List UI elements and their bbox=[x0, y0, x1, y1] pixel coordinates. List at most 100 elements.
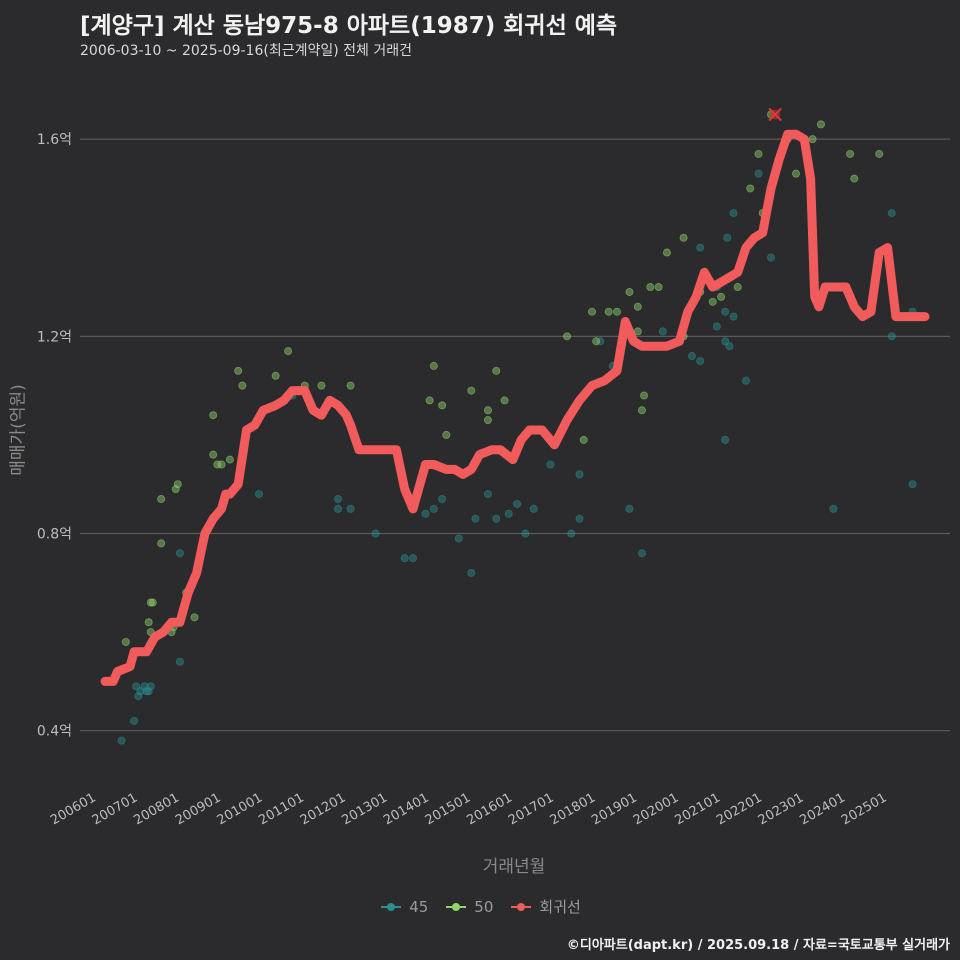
point-50 bbox=[346, 381, 355, 390]
point-50 bbox=[157, 495, 166, 504]
point-45 bbox=[546, 460, 555, 469]
x-tick-label: 201801 bbox=[548, 790, 598, 828]
y-tick-label: 1.2억 bbox=[37, 329, 72, 345]
regression-path bbox=[100, 129, 930, 686]
point-45 bbox=[829, 504, 838, 513]
point-45 bbox=[687, 352, 696, 361]
point-45 bbox=[146, 682, 155, 691]
point-50 bbox=[483, 406, 492, 415]
point-45 bbox=[429, 504, 438, 513]
legend-item-50: 50 bbox=[444, 896, 493, 917]
point-45 bbox=[421, 509, 430, 518]
point-45 bbox=[483, 490, 492, 499]
point-50 bbox=[190, 613, 199, 622]
x-tick-label: 201501 bbox=[423, 790, 473, 828]
point-45 bbox=[134, 692, 143, 701]
legend-label-50: 50 bbox=[474, 897, 494, 916]
point-45 bbox=[742, 376, 751, 385]
point-50 bbox=[483, 416, 492, 425]
point-50 bbox=[754, 149, 763, 158]
x-tick-label: 201201 bbox=[298, 790, 348, 828]
point-50 bbox=[213, 460, 222, 469]
grid-lines bbox=[80, 138, 950, 732]
point-45 bbox=[371, 529, 380, 538]
legend-key-regression bbox=[509, 900, 533, 914]
legend-key-45 bbox=[379, 900, 403, 914]
point-45 bbox=[132, 682, 141, 691]
x-tick-label: 200801 bbox=[131, 790, 181, 828]
x-tick-label: 200901 bbox=[173, 790, 223, 828]
point-50 bbox=[284, 347, 293, 356]
point-50 bbox=[604, 307, 613, 316]
legend-key-50 bbox=[444, 900, 468, 914]
x-tick-label: 202501 bbox=[839, 790, 889, 828]
point-45 bbox=[334, 495, 343, 504]
regression-line bbox=[100, 129, 930, 686]
y-tick-label: 0.4억 bbox=[37, 724, 72, 740]
point-45 bbox=[729, 209, 738, 218]
point-50 bbox=[225, 455, 234, 464]
point-45 bbox=[596, 337, 605, 346]
point-45 bbox=[492, 514, 501, 523]
point-50 bbox=[746, 184, 755, 193]
x-tick-label: 201701 bbox=[506, 790, 556, 828]
point-50 bbox=[217, 460, 226, 469]
max-marker bbox=[768, 107, 782, 122]
point-50 bbox=[467, 386, 476, 395]
point-45 bbox=[767, 253, 776, 262]
point-50 bbox=[846, 149, 855, 158]
point-45 bbox=[625, 504, 634, 513]
point-50 bbox=[121, 637, 130, 646]
point-50 bbox=[317, 381, 326, 390]
point-50 bbox=[717, 292, 726, 301]
point-45 bbox=[471, 514, 480, 523]
x-tick-label: 202001 bbox=[631, 790, 681, 828]
point-50 bbox=[679, 233, 688, 242]
point-45 bbox=[637, 549, 646, 558]
point-50 bbox=[171, 485, 180, 494]
chart-title: [계양구] 계산 동남975-8 아파트(1987) 회귀선 예측 bbox=[80, 13, 618, 39]
point-45 bbox=[504, 509, 513, 518]
point-45 bbox=[721, 307, 730, 316]
point-50 bbox=[875, 149, 884, 158]
legend: 45 50 회귀선 bbox=[0, 896, 960, 917]
point-50 bbox=[146, 598, 155, 607]
legend-item-regression: 회귀선 bbox=[509, 896, 581, 917]
point-45 bbox=[887, 209, 896, 218]
point-45 bbox=[529, 504, 538, 513]
point-50 bbox=[429, 361, 438, 370]
point-45 bbox=[696, 356, 705, 365]
point-45 bbox=[117, 736, 126, 745]
point-45 bbox=[567, 529, 576, 538]
point-50 bbox=[791, 169, 800, 178]
point-45 bbox=[712, 322, 721, 331]
x-tick-labels: 2006012007012008012009012010012011012012… bbox=[48, 790, 889, 828]
chart-subtitle: 2006-03-10 ~ 2025-09-16(최근계약일) 전체 거래건 bbox=[80, 43, 412, 59]
x-tick-label: 200701 bbox=[90, 790, 140, 828]
point-45 bbox=[887, 332, 896, 341]
point-50 bbox=[662, 248, 671, 257]
x-tick-label: 201901 bbox=[589, 790, 639, 828]
point-45 bbox=[908, 480, 917, 489]
point-45 bbox=[438, 495, 447, 504]
point-50 bbox=[612, 307, 621, 316]
point-50 bbox=[654, 283, 663, 292]
legend-item-45: 45 bbox=[379, 896, 428, 917]
x-tick-label: 200601 bbox=[48, 790, 98, 828]
point-50 bbox=[640, 391, 649, 400]
point-50 bbox=[238, 381, 247, 390]
point-45 bbox=[175, 657, 184, 666]
x-tick-label: 202101 bbox=[673, 790, 723, 828]
point-50 bbox=[173, 480, 182, 489]
point-50 bbox=[563, 332, 572, 341]
point-45 bbox=[723, 233, 732, 242]
point-45 bbox=[346, 504, 355, 513]
point-45 bbox=[513, 499, 522, 508]
point-50 bbox=[425, 396, 434, 405]
point-50 bbox=[148, 598, 157, 607]
point-45 bbox=[725, 342, 734, 351]
x-tick-label: 202301 bbox=[756, 790, 806, 828]
x-tick-label: 202201 bbox=[714, 790, 764, 828]
point-50 bbox=[733, 283, 742, 292]
